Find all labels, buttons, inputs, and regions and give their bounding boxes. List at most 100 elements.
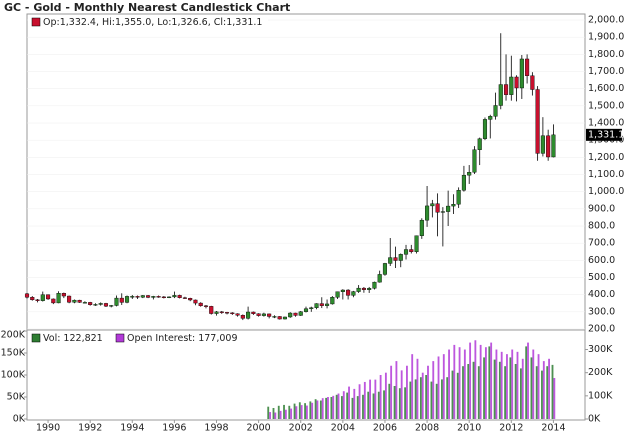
candle-body — [172, 295, 177, 298]
candle-body — [509, 76, 514, 95]
candle-body — [177, 295, 182, 298]
volume-bar — [400, 370, 403, 419]
volume-bar — [314, 399, 317, 419]
volume-bar — [488, 346, 491, 419]
y2-tick-label: 200K — [588, 367, 613, 378]
volume-bar — [395, 361, 398, 419]
candle-body — [282, 316, 287, 320]
candle-body — [98, 303, 103, 305]
y-tick-label: 1,500.0 — [588, 100, 624, 111]
candle-body — [351, 291, 356, 296]
volume-bar — [267, 406, 270, 419]
x-tick-label: 2008 — [415, 423, 439, 434]
candle-body — [356, 287, 361, 292]
candle-body — [267, 313, 272, 317]
volume-bar — [458, 347, 461, 419]
y-tick-label: 200K — [1, 330, 26, 341]
x-tick-label: 1996 — [162, 423, 186, 434]
candle-body — [403, 249, 409, 255]
candle-body — [30, 297, 35, 301]
candle-body — [419, 219, 424, 236]
volume-bar — [300, 405, 303, 419]
volume-bar — [304, 403, 306, 419]
candle-body — [114, 297, 119, 306]
volume-bar — [467, 364, 470, 419]
y2-tick-label: 300K — [588, 344, 613, 355]
y-tick-label: 200.0 — [588, 324, 615, 335]
candle-body — [214, 311, 219, 314]
y-tick-label: 1,900.0 — [588, 32, 624, 43]
candle-body — [82, 302, 87, 304]
volume-bar — [446, 377, 449, 419]
legend-box — [28, 15, 268, 29]
candle-body — [256, 313, 261, 316]
volume-bar — [463, 349, 466, 419]
volume-bar — [279, 410, 282, 419]
volume-bar — [474, 340, 477, 419]
candle-body — [446, 205, 451, 212]
candle-body — [530, 75, 535, 90]
volume-bar — [541, 370, 543, 419]
volume-bar — [372, 393, 375, 419]
volume-bar — [284, 409, 287, 419]
candle-body — [361, 287, 366, 290]
x-tick-label: 2006 — [373, 423, 397, 434]
candle-body — [303, 308, 309, 312]
candle-body — [398, 254, 403, 261]
candle-body — [151, 296, 156, 298]
volume-bar — [537, 354, 540, 419]
x-tick-label: 2004 — [331, 423, 355, 434]
candle-body — [161, 296, 166, 298]
candle-body — [525, 58, 530, 76]
grid — [24, 19, 588, 423]
volume-bar — [441, 379, 443, 419]
volume-bar — [311, 402, 314, 419]
candle-body — [377, 274, 382, 283]
legend-swatch — [115, 333, 125, 343]
volume-bar — [435, 383, 438, 419]
candle-body — [472, 149, 477, 173]
candle-body — [551, 134, 556, 158]
volume-bar — [546, 366, 549, 419]
volume-bar — [342, 391, 345, 419]
candle-body — [146, 295, 151, 298]
candle-body — [309, 307, 314, 309]
volume-bar — [448, 349, 450, 419]
candle-body — [346, 289, 351, 296]
volume-bar — [430, 381, 433, 419]
candle-body — [124, 296, 130, 303]
y-tick-label: 1,400.0 — [588, 118, 624, 129]
y-tick-label: 1,200.0 — [588, 152, 624, 163]
x-tick-label: 1998 — [204, 423, 228, 434]
candle-body — [24, 293, 30, 298]
y-tick-label: 2,000.0 — [588, 15, 624, 26]
candle-body — [430, 203, 435, 207]
volume-bar — [358, 384, 361, 419]
candle-body — [514, 76, 519, 89]
candle-body — [88, 302, 93, 305]
volume-bar — [341, 396, 343, 419]
volume-bar — [500, 351, 503, 419]
volume-bar — [411, 354, 414, 419]
candle-body — [393, 257, 398, 261]
volume-bar — [398, 388, 401, 419]
volume-bar — [511, 349, 514, 419]
candle-body — [519, 58, 524, 89]
volume-bar — [363, 381, 366, 419]
volume-bar — [290, 408, 293, 419]
candle-body — [409, 249, 414, 252]
volume-bar — [288, 405, 291, 419]
volume-bar — [535, 366, 538, 419]
volume-bar — [327, 397, 329, 419]
candle-body — [272, 316, 277, 318]
volume-bar — [374, 379, 377, 419]
candle-body — [293, 312, 298, 316]
labels: 200.0 300.0 400.0 500.0 600.0 700.0 800.0 900.0… — [1, 15, 625, 434]
candle-body — [51, 298, 56, 304]
volume-bar — [542, 361, 545, 419]
candle-body — [182, 297, 187, 299]
volume-bar — [369, 379, 372, 419]
volume-bar — [521, 358, 524, 419]
candle-body — [414, 235, 419, 252]
candle-body — [503, 84, 509, 95]
